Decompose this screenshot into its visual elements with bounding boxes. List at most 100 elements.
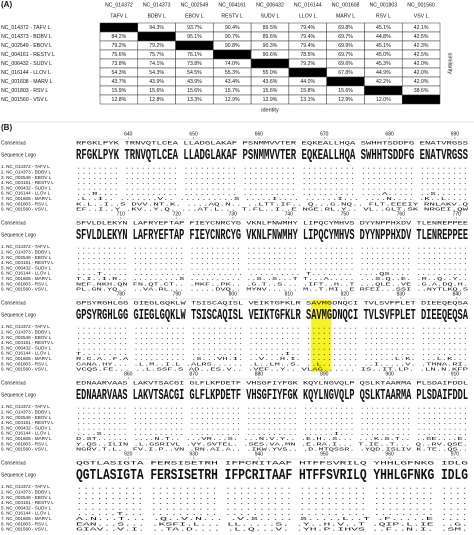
- sequence-name: 4. NC_004161 - RESTV L: [1, 260, 54, 265]
- sequence-row: NEF.NKH.QN FN.QT.CT.. .MKF..PK.. .G.T..S…: [76, 281, 468, 287]
- column-accession: NC_014373: [143, 2, 171, 8]
- sequence-logo: GPSYRGHLGG GIEGLGQKLW TSISCAQISL VEIKTGF…: [76, 307, 468, 324]
- consensus: EDNAARVAAS LAKVTSACGI GLFLKPDETF VHSGFIY…: [76, 379, 468, 386]
- consensus: SFVLDLEKYN LAFRYEFTAP FIEYCNRCYG VKNLFNW…: [76, 219, 469, 226]
- ruler-number: 660: [255, 131, 264, 137]
- ruler-number: 840: [453, 291, 462, 297]
- column-name: BDBV L: [147, 13, 166, 19]
- ruler-number: 780: [117, 291, 126, 297]
- cell-value: 12.9%: [225, 97, 240, 103]
- ruler-number: 730: [229, 211, 238, 217]
- sequence-name: 9. NC_001560 - VSV L: [1, 447, 48, 452]
- consensus-label: Consensus: [1, 300, 27, 306]
- column-name: RSV L: [376, 13, 391, 19]
- cell-value: 15.6%: [187, 88, 202, 94]
- sequence-name: 3. NC_002549 - EBOV L: [1, 255, 52, 260]
- ruler-number: 900: [385, 371, 394, 377]
- cell-value: 78.5%: [300, 52, 315, 58]
- ruler-number: 650: [189, 131, 198, 137]
- sequence-row: ........ .......... .......... .........…: [76, 165, 468, 170]
- row-label: NC_004161 - RESTV L: [1, 52, 55, 58]
- cell-value: 15.9%: [112, 88, 127, 94]
- sequence-name: 7. NC_001608 - MARV L: [1, 196, 52, 201]
- cell-value: 44.9%: [376, 70, 391, 76]
- cell-value: 43.7%: [112, 79, 127, 85]
- sequence-name: 8. NC_001803 - RSV L: [1, 201, 48, 206]
- ruler-number: 940: [255, 451, 264, 457]
- sequence-row: ........ .......... .......... .........…: [76, 171, 468, 176]
- sequence-row: T......... .......... .......... .......…: [76, 351, 468, 357]
- ruler-number: 890: [320, 371, 329, 377]
- panel-label: (A): [1, 0, 12, 9]
- sequence-row: .......... .......... .......... .......…: [76, 336, 468, 341]
- cell-value: 69.9%: [338, 43, 353, 49]
- sequence-row: ........ .......... .......... .........…: [76, 186, 468, 191]
- cell-value: 12.8%: [149, 97, 164, 103]
- cell-value: 79.4%: [300, 43, 315, 49]
- cell-value: 45.0%: [376, 52, 391, 58]
- sequence-name: 9. NC_001560 - VSV L: [1, 287, 48, 292]
- consensus-label: Consensus: [1, 460, 27, 466]
- cell-value: 69.8%: [338, 25, 353, 31]
- row-label: NC_001608 - MARV L: [1, 79, 53, 85]
- consensus: GPSYRGHLGG GIEGLGQKLW TSISCAQISL VEIKTGF…: [76, 299, 469, 306]
- cell-value: 15.7%: [225, 88, 240, 94]
- cell-value: 43.6%: [263, 79, 278, 85]
- cell-value: 75.7%: [149, 52, 164, 58]
- column-accession: NC_001608: [332, 2, 360, 8]
- sequence-row: EAN...S... .KSFI.L... LL.....S. .Y..H.V.…: [76, 521, 468, 527]
- cell-value: 12.8%: [112, 97, 127, 103]
- ruler-number: 870: [189, 371, 198, 377]
- matrix-cell: [99, 22, 139, 33]
- ruler-number: 640: [124, 131, 133, 137]
- cell-value: 90.7%: [225, 34, 240, 40]
- sequence-row: NGRV.T.L.. FV.I.P..VN .RN.AI.A.. .IKW.YV…: [76, 447, 468, 453]
- cell-value: 90.8%: [225, 43, 240, 49]
- column-accession: NC_001803: [369, 2, 397, 8]
- sequence-name: 9. NC_001560 - VSV L: [1, 207, 48, 212]
- sequence-row: .......... .......... .......... .......…: [76, 325, 468, 330]
- cell-value: 43.9%: [149, 79, 164, 85]
- sequence-logo: QGTLASIGTA FERSISETRH IFPCRITAAF HTFFSVR…: [76, 467, 468, 484]
- ruler-number: 760: [397, 211, 406, 217]
- sequence-row: .......... .......... .......... .......…: [76, 501, 468, 506]
- sequence-row: ....S..... .......... .......... .......…: [76, 431, 468, 437]
- sequence-row: .......... .......... .......... .......…: [76, 485, 468, 490]
- cell-value: 89.6%: [263, 34, 278, 40]
- cell-value: 15.6%: [263, 88, 278, 94]
- sequence-name: 7. NC_001608 - MARV L: [1, 276, 52, 281]
- sequence-name: 8. NC_001803 - RSV L: [1, 281, 48, 286]
- cell-value: 90.6%: [263, 52, 278, 58]
- sequence-name: 1. NC_014372 - TAFV L: [1, 324, 50, 329]
- consensus-label: Consensus: [1, 140, 27, 146]
- ruler-number: 930: [189, 451, 198, 457]
- sequence-row: ....T..... .......... .......... .......…: [76, 271, 468, 277]
- row-label: NC_001803 - RSV L: [1, 88, 48, 94]
- column-accession: NC_001560: [407, 2, 435, 8]
- sequence-name: 7. NC_001608 - MARV L: [1, 516, 52, 521]
- logo-label: Sequence Logo: [1, 312, 36, 318]
- column-name: RESTV L: [221, 13, 243, 19]
- sequence-name: 4. NC_004161 - RESTV L: [1, 420, 54, 425]
- matrix-cell: [175, 40, 214, 51]
- sequence-row: .......... .......... .......... .......…: [76, 251, 468, 256]
- sequence-row: GIAV..V.I. ..TA.D.... .L.Q...V. .YH.P.IH…: [76, 527, 468, 533]
- cell-value: 43.4%: [225, 79, 240, 85]
- column-name: EBOV L: [185, 13, 204, 19]
- ruler-number: 740: [285, 211, 294, 217]
- cell-value: 42.0%: [414, 79, 429, 85]
- consensus: QGTLASIGTA FERSISETRH IFPCRITAAF HTFFSVR…: [76, 459, 468, 466]
- sequence-name: 1. NC_014372 - TAFV L: [1, 404, 50, 409]
- cell-value: 55.3%: [225, 70, 240, 76]
- sequence-name: 5. NC_006432 - SUDV L: [1, 425, 52, 430]
- sequence-name: 6. NC_016144 - LLOV L: [1, 431, 51, 436]
- sequence-name: 2. NC_014373 - BDBV L: [1, 490, 51, 495]
- ruler-number: 790: [173, 291, 182, 297]
- column-name: MARV L: [336, 13, 355, 19]
- cell-value: 54.3%: [112, 70, 127, 76]
- matrix-cell: [250, 58, 290, 69]
- sequence-row: K.L..I..S DVV.NT.K. ....AQ.N.. ..LTT.IF.…: [76, 201, 468, 207]
- column-name: LLOV L: [299, 13, 317, 19]
- sequence-name: 6. NC_016144 - LLOV L: [1, 351, 51, 356]
